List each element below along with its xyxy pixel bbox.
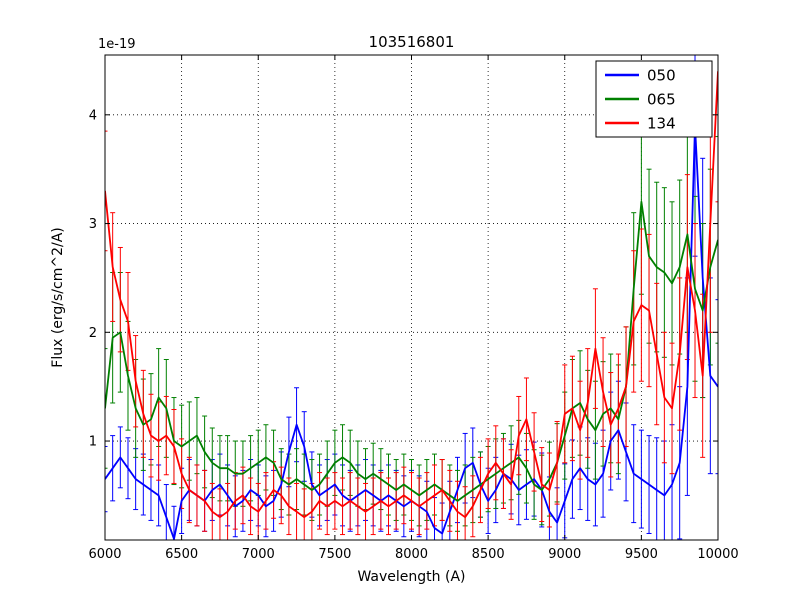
y-tick-label: 3: [89, 217, 97, 232]
x-tick-label: 7500: [318, 547, 351, 562]
x-tick-label: 6500: [165, 547, 198, 562]
x-axis-label: Wavelength (A): [357, 569, 465, 585]
x-tick-label: 8000: [395, 547, 428, 562]
x-tick-label: 6000: [88, 547, 121, 562]
chart-title: 103516801: [369, 33, 455, 51]
legend-label-065: 065: [647, 91, 676, 109]
y-tick-label: 4: [89, 108, 97, 123]
legend-label-134: 134: [647, 115, 676, 133]
x-tick-label: 9500: [625, 547, 658, 562]
axis-ticks: [104, 55, 719, 540]
y-axis-label: Flux (erg/s/cm^2/A): [50, 227, 66, 367]
legend-label-050: 050: [647, 67, 676, 85]
y-tick-label: 1: [89, 435, 97, 450]
x-tick-label: 8500: [472, 547, 505, 562]
y-tick-label: 2: [89, 326, 97, 341]
x-tick-label: 10000: [697, 547, 738, 562]
legend: 050 065 134: [595, 60, 713, 138]
x-tick-label: 9000: [548, 547, 581, 562]
plot-data: [105, 55, 718, 540]
series-line-134: [105, 71, 718, 519]
y-axis-offset-text: 1e-19: [98, 37, 136, 52]
x-tick-label: 7000: [242, 547, 275, 562]
